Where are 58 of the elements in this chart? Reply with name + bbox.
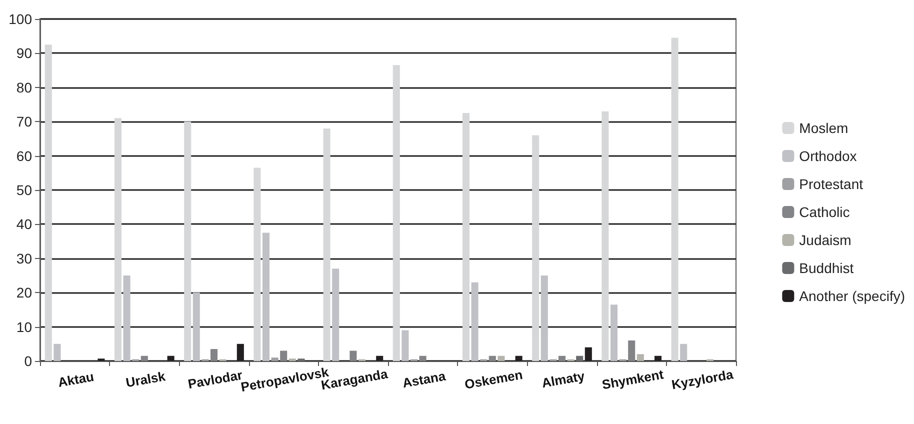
bar (114, 118, 122, 361)
bar (123, 276, 130, 361)
bar (54, 344, 61, 361)
x-tick-label: Oskemen (463, 366, 524, 392)
x-tick-label: Almaty (540, 368, 587, 391)
bar (576, 356, 584, 361)
bar (610, 304, 618, 361)
bar (392, 65, 400, 361)
bar (254, 168, 261, 361)
legend-label: Another (specify) (799, 288, 906, 304)
bar (488, 356, 496, 361)
legend-label: Judaism (799, 232, 852, 248)
bar (540, 276, 548, 361)
y-tick-label: 80 (16, 79, 32, 96)
y-tick-label: 90 (16, 45, 32, 62)
bar (184, 122, 192, 361)
y-tick-label: 50 (16, 182, 32, 198)
bar (192, 292, 200, 361)
bar (602, 111, 609, 361)
bar (532, 135, 540, 361)
bar (271, 358, 278, 361)
bar (671, 38, 678, 361)
bar (332, 268, 340, 361)
x-tick-label: Kyzylorda (670, 366, 735, 392)
bar (280, 350, 288, 361)
legend-label: Buddhist (799, 260, 854, 276)
y-tick-label: 20 (16, 284, 32, 301)
y-tick-label: 60 (16, 148, 32, 164)
bar (44, 44, 52, 361)
bar (323, 128, 330, 361)
legend-label: Orthodox (799, 148, 857, 164)
y-tick-label: 100 (8, 11, 32, 27)
bar (419, 356, 426, 361)
bar (402, 330, 409, 361)
bar (680, 344, 688, 361)
y-tick-label: 0 (24, 353, 32, 369)
legend-label: Protestant (799, 176, 864, 192)
x-tick-label: Astana (401, 368, 448, 391)
x-tick-label: Pavlodar (186, 367, 244, 392)
legend-label: Catholic (799, 204, 850, 220)
y-tick-label: 30 (16, 250, 32, 266)
y-tick-label: 40 (16, 216, 32, 232)
y-tick-label: 10 (16, 318, 32, 335)
bar (462, 113, 470, 361)
x-tick-label: Aktau (56, 368, 96, 390)
x-tick-label: Uralsk (124, 368, 168, 390)
bar (210, 349, 218, 361)
bar (350, 350, 357, 361)
x-tick-label: Shymkent (600, 366, 666, 392)
bar (471, 282, 478, 361)
bar (140, 356, 148, 361)
bar (498, 356, 505, 361)
bar (628, 340, 636, 361)
y-tick-label: 70 (16, 114, 32, 130)
bar (636, 354, 644, 361)
legend-label: Moslem (799, 120, 848, 136)
bar (558, 356, 566, 361)
bar (262, 232, 270, 361)
